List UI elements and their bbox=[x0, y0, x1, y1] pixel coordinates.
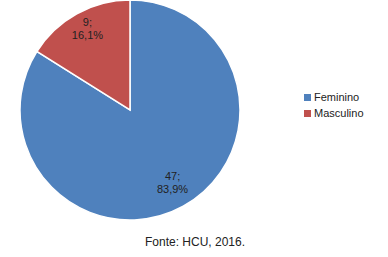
legend-label: Masculino bbox=[314, 107, 364, 119]
pie: 47;83,9% 9;16,1% bbox=[20, 0, 240, 220]
legend-item: Masculino bbox=[304, 107, 364, 119]
pie-slice bbox=[20, 0, 240, 220]
legend-label: Feminino bbox=[314, 91, 359, 103]
data-label-count: 9; bbox=[83, 16, 92, 28]
legend-swatch bbox=[304, 110, 311, 117]
caption: Fonte: HCU, 2016. bbox=[145, 235, 245, 249]
data-label-count: 47; bbox=[165, 170, 180, 182]
data-label: 9;16,1% bbox=[72, 16, 103, 41]
legend-item: Feminino bbox=[304, 91, 359, 103]
data-label-percent: 16,1% bbox=[72, 29, 103, 41]
data-label: 47;83,9% bbox=[157, 170, 188, 195]
legend-swatch bbox=[304, 94, 311, 101]
legend: Feminino Masculino bbox=[304, 91, 364, 119]
data-label-percent: 83,9% bbox=[157, 183, 188, 195]
pie-slice bbox=[37, 0, 130, 110]
chart: 47;83,9% 9;16,1% Feminino Masculino Fonte: H… bbox=[0, 0, 388, 257]
